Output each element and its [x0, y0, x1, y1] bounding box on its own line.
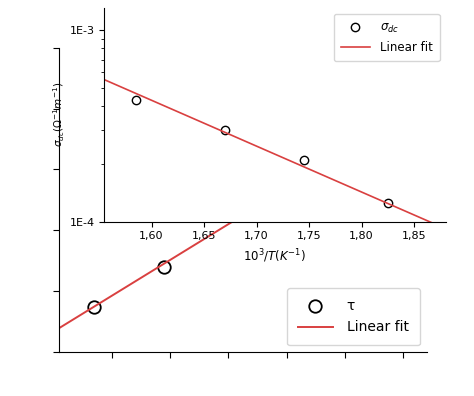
Legend: $\sigma_{dc}$, Linear fit: $\sigma_{dc}$, Linear fit — [334, 14, 440, 61]
Y-axis label: $\sigma_{dc}(\Omega^{-1}m^{-1})$: $\sigma_{dc}(\Omega^{-1}m^{-1})$ — [51, 82, 67, 147]
X-axis label: $10^3/T(K^{-1})$: $10^3/T(K^{-1})$ — [244, 247, 306, 265]
Legend: τ, Linear fit: τ, Linear fit — [287, 288, 419, 345]
